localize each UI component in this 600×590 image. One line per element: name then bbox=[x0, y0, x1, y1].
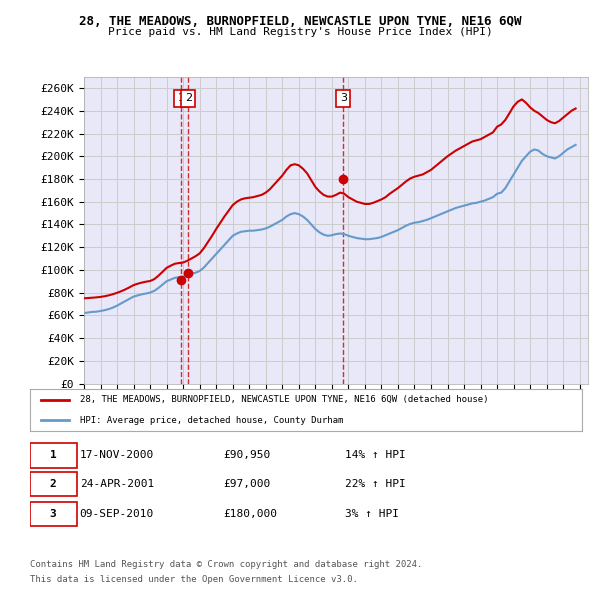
Text: 17-NOV-2000: 17-NOV-2000 bbox=[80, 451, 154, 460]
Text: £97,000: £97,000 bbox=[223, 479, 271, 489]
Text: £90,950: £90,950 bbox=[223, 451, 271, 460]
Text: 28, THE MEADOWS, BURNOPFIELD, NEWCASTLE UPON TYNE, NE16 6QW: 28, THE MEADOWS, BURNOPFIELD, NEWCASTLE … bbox=[79, 15, 521, 28]
Text: 09-SEP-2010: 09-SEP-2010 bbox=[80, 509, 154, 519]
Text: 1: 1 bbox=[178, 93, 185, 103]
Text: 3% ↑ HPI: 3% ↑ HPI bbox=[344, 509, 398, 519]
FancyBboxPatch shape bbox=[30, 443, 77, 468]
Text: 3: 3 bbox=[340, 93, 347, 103]
Text: £180,000: £180,000 bbox=[223, 509, 277, 519]
Text: 22% ↑ HPI: 22% ↑ HPI bbox=[344, 479, 406, 489]
Text: 2: 2 bbox=[50, 479, 56, 489]
FancyBboxPatch shape bbox=[30, 471, 77, 496]
Text: 14% ↑ HPI: 14% ↑ HPI bbox=[344, 451, 406, 460]
Text: This data is licensed under the Open Government Licence v3.0.: This data is licensed under the Open Gov… bbox=[30, 575, 358, 584]
Text: HPI: Average price, detached house, County Durham: HPI: Average price, detached house, Coun… bbox=[80, 416, 343, 425]
Text: 2: 2 bbox=[185, 93, 192, 103]
Text: 28, THE MEADOWS, BURNOPFIELD, NEWCASTLE UPON TYNE, NE16 6QW (detached house): 28, THE MEADOWS, BURNOPFIELD, NEWCASTLE … bbox=[80, 395, 488, 404]
Text: 3: 3 bbox=[50, 509, 56, 519]
Text: 1: 1 bbox=[50, 451, 56, 460]
FancyBboxPatch shape bbox=[30, 502, 77, 526]
Text: 24-APR-2001: 24-APR-2001 bbox=[80, 479, 154, 489]
Text: Contains HM Land Registry data © Crown copyright and database right 2024.: Contains HM Land Registry data © Crown c… bbox=[30, 560, 422, 569]
Text: Price paid vs. HM Land Registry's House Price Index (HPI): Price paid vs. HM Land Registry's House … bbox=[107, 27, 493, 37]
